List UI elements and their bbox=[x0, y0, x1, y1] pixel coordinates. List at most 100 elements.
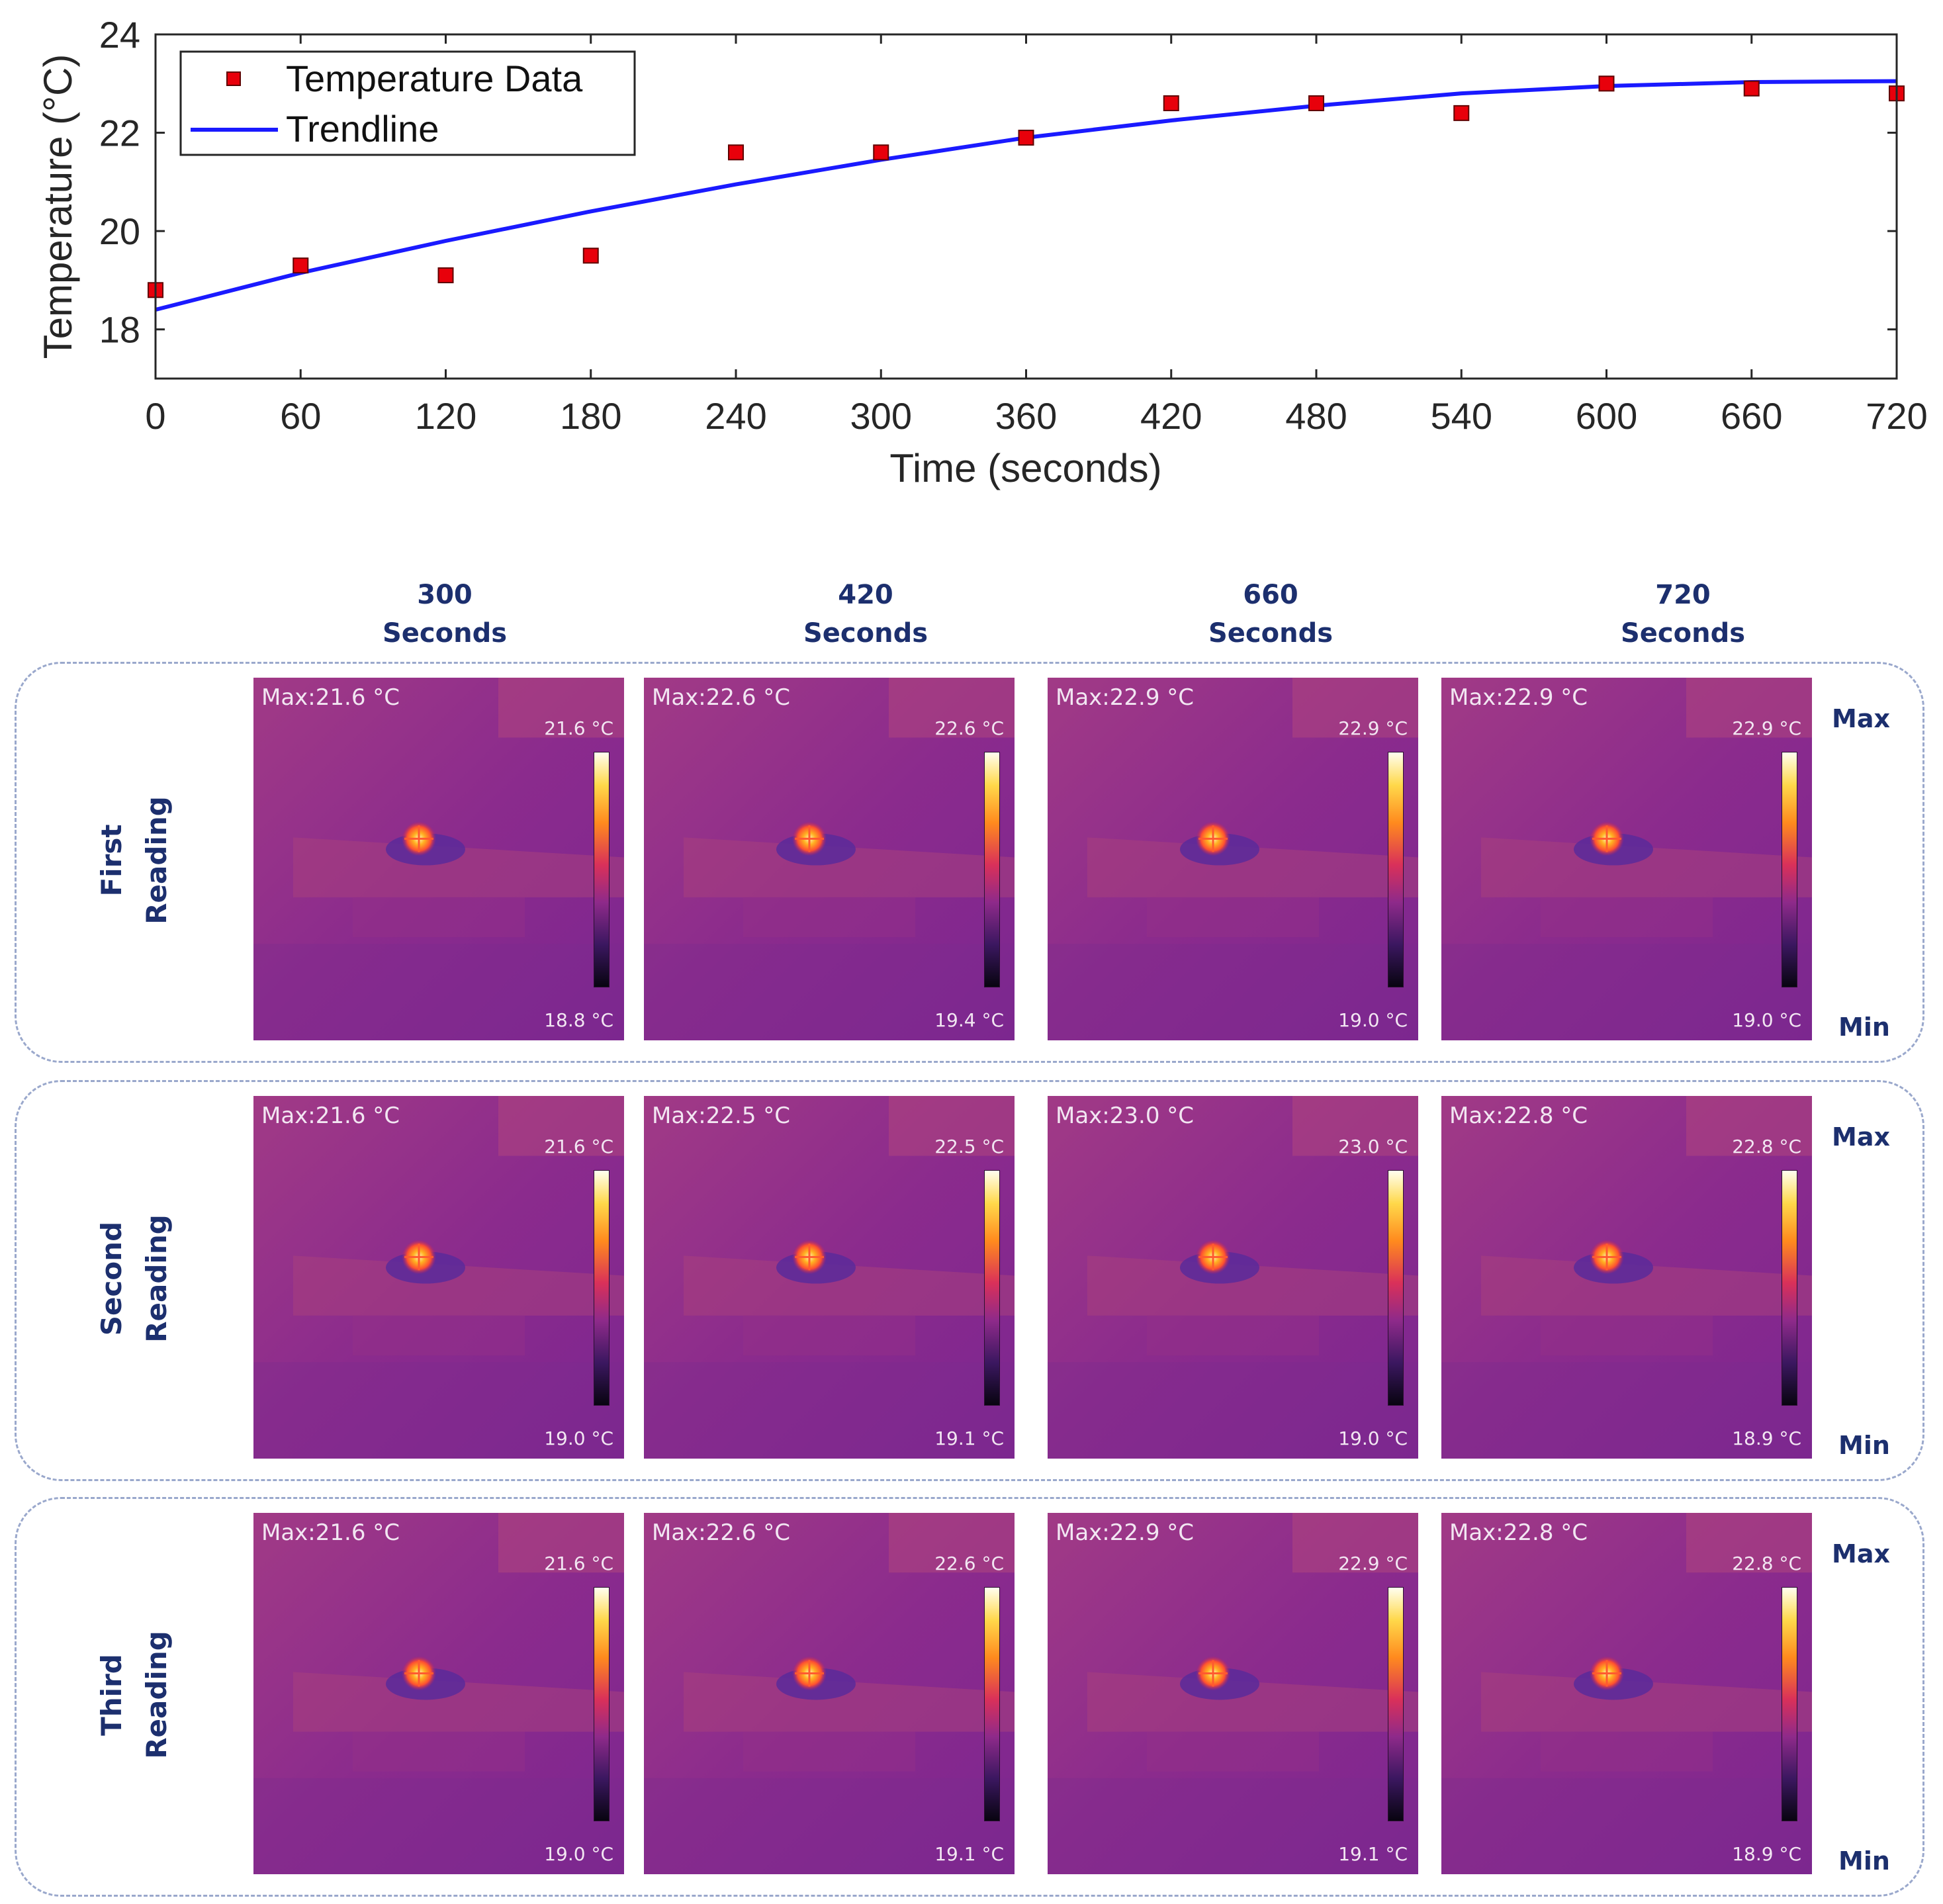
colorbar-bottom-value: 19.1 °C bbox=[934, 1428, 1004, 1449]
data-point bbox=[1598, 75, 1615, 92]
y-tick-label: 24 bbox=[99, 14, 140, 56]
colorbar bbox=[594, 1587, 610, 1821]
data-point bbox=[728, 144, 744, 161]
column-header: 720 Seconds bbox=[1577, 576, 1789, 653]
row-label: Second Reading bbox=[89, 1179, 182, 1378]
scale-max-label: Max bbox=[1832, 1122, 1890, 1152]
x-tick-label: 300 bbox=[850, 395, 912, 437]
colorbar-bottom-value: 18.9 °C bbox=[1732, 1428, 1801, 1449]
thermal-image: Max:22.8 °C 22.8 °C 18.9 °C bbox=[1441, 1096, 1812, 1459]
thermal-scene-icon bbox=[644, 1513, 1015, 1874]
thermal-max-readout: Max:21.6 °C bbox=[261, 1519, 400, 1546]
colorbar bbox=[1782, 1587, 1797, 1821]
y-tick-label: 22 bbox=[99, 113, 140, 154]
thermal-max-readout: Max:22.9 °C bbox=[1056, 684, 1194, 711]
colorbar-top-value: 22.6 °C bbox=[934, 1553, 1004, 1574]
thermal-scene-icon bbox=[253, 1513, 624, 1874]
colorbar-top-value: 22.9 °C bbox=[1338, 1553, 1408, 1574]
x-tick-label: 0 bbox=[145, 395, 165, 437]
x-tick-label: 240 bbox=[705, 395, 766, 437]
colorbar-bottom-value: 18.9 °C bbox=[1732, 1843, 1801, 1865]
thermal-max-readout: Max:23.0 °C bbox=[1056, 1103, 1194, 1129]
row-label-line1: First bbox=[95, 824, 128, 897]
thermal-max-readout: Max:22.9 °C bbox=[1056, 1519, 1194, 1546]
x-axis-ticks: 0 60 120 180 240 300 360 420 480 540 600 660 720 bbox=[145, 34, 1928, 437]
thermal-scene-icon bbox=[644, 1096, 1015, 1459]
chart-legend: Temperature Data Trendline bbox=[179, 50, 636, 156]
column-header-time: 720 bbox=[1655, 580, 1711, 610]
colorbar-bottom-value: 19.0 °C bbox=[544, 1843, 613, 1865]
x-tick-label: 480 bbox=[1285, 395, 1347, 437]
scale-min-label: Min bbox=[1838, 1431, 1890, 1460]
legend-label-temperature-data: Temperature Data bbox=[286, 58, 583, 99]
reading-row-box bbox=[15, 1497, 1924, 1897]
data-point bbox=[1163, 95, 1179, 111]
scale-min-label: Min bbox=[1838, 1846, 1890, 1876]
colorbar bbox=[1388, 1587, 1404, 1821]
row-label-line2: Reading bbox=[140, 796, 173, 925]
scale-max-label: Max bbox=[1832, 704, 1890, 733]
colorbar bbox=[984, 1170, 1000, 1406]
thermal-max-readout: Max:22.6 °C bbox=[652, 1519, 790, 1546]
thermal-scene-icon bbox=[253, 1096, 624, 1459]
x-axis-label: Time (seconds) bbox=[889, 446, 1161, 490]
legend-box bbox=[179, 50, 636, 156]
x-tick-label: 660 bbox=[1721, 395, 1782, 437]
colorbar-bottom-value: 19.0 °C bbox=[1338, 1428, 1408, 1449]
thermal-max-readout: Max:21.6 °C bbox=[261, 1103, 400, 1129]
colorbar-bottom-value: 19.1 °C bbox=[1338, 1843, 1408, 1865]
data-point bbox=[437, 267, 454, 283]
colorbar-bottom-value: 19.0 °C bbox=[1732, 1009, 1801, 1031]
column-header-unit: Seconds bbox=[803, 618, 928, 649]
row-label: First Reading bbox=[89, 761, 182, 960]
thermal-scene-icon bbox=[1441, 1096, 1812, 1459]
data-point bbox=[293, 257, 309, 274]
thermal-max-readout: Max:22.8 °C bbox=[1449, 1103, 1588, 1129]
data-point bbox=[873, 144, 889, 161]
thermal-image: Max:21.6 °C 21.6 °C 19.0 °C bbox=[253, 1096, 624, 1459]
y-tick-label: 18 bbox=[99, 309, 140, 351]
row-label-line2: Reading bbox=[140, 1631, 173, 1759]
data-point bbox=[1453, 105, 1470, 121]
colorbar bbox=[984, 752, 1000, 987]
legend-label-trendline: Trendline bbox=[286, 108, 439, 150]
column-header: 420 Seconds bbox=[760, 576, 972, 653]
thermal-scene-icon bbox=[644, 678, 1015, 1040]
row-label-line1: Second bbox=[95, 1221, 128, 1336]
colorbar bbox=[1388, 1170, 1404, 1406]
thermal-max-readout: Max:22.5 °C bbox=[652, 1103, 790, 1129]
column-header: 300 Seconds bbox=[339, 576, 551, 653]
reading-row-box bbox=[15, 1080, 1924, 1481]
colorbar bbox=[1782, 1170, 1797, 1406]
colorbar-bottom-value: 19.0 °C bbox=[1338, 1009, 1408, 1031]
x-tick-label: 600 bbox=[1576, 395, 1637, 437]
colorbar bbox=[984, 1587, 1000, 1821]
colorbar-bottom-value: 19.1 °C bbox=[934, 1843, 1004, 1865]
thermal-image: Max:23.0 °C 23.0 °C 19.0 °C bbox=[1048, 1096, 1418, 1459]
x-tick-label: 60 bbox=[280, 395, 321, 437]
thermal-max-readout: Max:21.6 °C bbox=[261, 684, 400, 711]
legend-marker-temperature-data bbox=[226, 71, 241, 86]
data-point bbox=[1308, 95, 1324, 111]
scale-min-label: Min bbox=[1838, 1013, 1890, 1042]
colorbar bbox=[1388, 752, 1404, 987]
colorbar-top-value: 23.0 °C bbox=[1338, 1136, 1408, 1157]
thermal-image: Max:22.8 °C 22.8 °C 18.9 °C bbox=[1441, 1513, 1812, 1874]
x-tick-label: 180 bbox=[560, 395, 621, 437]
temperature-data-series bbox=[148, 75, 1905, 298]
colorbar bbox=[594, 1170, 610, 1406]
x-tick-label: 720 bbox=[1866, 395, 1927, 437]
temperature-chart: 0 60 120 180 240 300 360 420 480 540 600 660 720 18 2… bbox=[36, 14, 1928, 490]
thermal-scene-icon bbox=[1048, 1513, 1418, 1874]
x-tick-label: 420 bbox=[1140, 395, 1202, 437]
column-header-unit: Seconds bbox=[1208, 618, 1333, 649]
thermal-scene-icon bbox=[1048, 678, 1418, 1040]
colorbar-top-value: 22.5 °C bbox=[934, 1136, 1004, 1157]
colorbar-top-value: 22.9 °C bbox=[1338, 717, 1408, 739]
data-point bbox=[1018, 130, 1034, 146]
thermal-image: Max:21.6 °C 21.6 °C 18.8 °C bbox=[253, 678, 624, 1040]
x-tick-label: 120 bbox=[415, 395, 476, 437]
thermal-scene-icon bbox=[253, 678, 624, 1040]
column-header-time: 660 bbox=[1243, 580, 1298, 610]
colorbar-top-value: 22.9 °C bbox=[1732, 717, 1801, 739]
